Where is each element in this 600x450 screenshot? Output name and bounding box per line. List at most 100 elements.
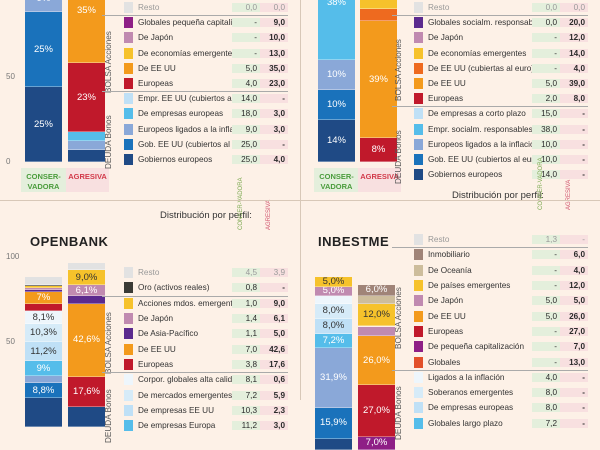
profile-tag-line: VADORA	[27, 182, 60, 191]
table-row: Europeas 4,0 23,0	[124, 76, 288, 91]
bar-segment	[358, 296, 395, 304]
row-label: Resto	[428, 3, 450, 13]
group-divider	[102, 15, 288, 17]
value-agresiva: 42,6	[260, 344, 288, 354]
bar-segment: 23%	[68, 63, 105, 132]
row-label: De Japón	[138, 33, 174, 43]
group-divider	[102, 91, 288, 93]
bar-segment: 25%	[25, 87, 62, 162]
distribution-title: Distribución por perfil:	[452, 190, 544, 201]
row-label: Resto	[428, 235, 450, 245]
color-swatch	[124, 2, 133, 14]
row-label: De países emergentes	[428, 281, 511, 291]
table-row: Europeas -27,0	[414, 324, 588, 339]
value-conservadora: 1,0	[232, 298, 260, 308]
value-conservadora: 8,1	[232, 375, 260, 385]
table-row: Oro (activos reales) 0,8-	[124, 280, 288, 295]
color-swatch	[124, 343, 133, 355]
value-agresiva: 5,9	[260, 390, 288, 400]
color-swatch	[124, 420, 133, 432]
value-conservadora: 10,0	[532, 155, 560, 165]
value-conservadora: 15,0	[532, 109, 560, 119]
color-swatch	[124, 358, 133, 370]
value-agresiva: -	[560, 235, 588, 245]
group-divider	[102, 372, 288, 374]
table-row: Ligados a la inflación 4,0-	[414, 370, 588, 385]
color-swatch	[124, 313, 133, 325]
color-swatch	[414, 356, 423, 368]
value-agresiva: 5,0	[260, 329, 288, 339]
table-row: Globales pequeña capitaliz. -9,0	[124, 15, 288, 30]
table-row: De Japón 1,4 6,1	[124, 311, 288, 326]
row-label: Inmobiliario	[428, 250, 470, 260]
value-conservadora: 7,2	[532, 418, 560, 428]
bar-segment: 7,0%	[358, 436, 395, 450]
bar-segment: 15,9%	[315, 408, 352, 439]
row-label: De EE UU	[138, 63, 176, 73]
color-swatch	[124, 32, 133, 44]
value-conservadora: -	[532, 281, 560, 291]
bar-segment	[25, 277, 62, 286]
value-conservadora: 8,0	[532, 403, 560, 413]
row-label: Europeas	[428, 326, 464, 336]
color-swatch	[124, 62, 133, 74]
bar-segment: 9%	[25, 0, 62, 12]
color-swatch	[124, 374, 133, 386]
color-swatch	[124, 138, 133, 150]
value-agresiva: 0,0	[260, 3, 288, 13]
group-label: BOLSA Acciones	[104, 311, 113, 374]
color-swatch	[414, 32, 423, 44]
bar-segment	[315, 438, 352, 450]
bar-segment	[358, 326, 395, 336]
value-conservadora: 11,2	[232, 421, 260, 431]
color-swatch	[124, 404, 133, 416]
bar-segment	[25, 290, 62, 293]
value-conservadora: 7,2	[232, 390, 260, 400]
value-agresiva: -	[260, 94, 288, 104]
row-label: Gob. EE UU (cubiertos al euro)	[428, 155, 532, 165]
value-conservadora: 1,3	[532, 235, 560, 245]
value-agresiva: -	[560, 170, 588, 180]
row-label: De EE UU	[138, 344, 176, 354]
row-label: Gobiernos europeos	[428, 170, 503, 180]
value-agresiva: 14,0	[560, 48, 588, 58]
value-agresiva: 35,0	[260, 63, 288, 73]
table-row: Gob. EE UU (cubiertos al euro)25,0-	[124, 137, 288, 152]
group-label: BOLSA Acciones	[104, 31, 113, 94]
table-row: De economías emergentes -13,0	[124, 46, 288, 61]
value-agresiva: 39,0	[560, 79, 588, 89]
chart-title: OPENBANK	[30, 234, 109, 249]
value-conservadora: -	[532, 265, 560, 275]
table-row: Resto 4,5 3,9	[124, 265, 288, 280]
bar-segment: 9%	[25, 361, 62, 377]
row-label: De EE UU	[428, 311, 466, 321]
value-agresiva: -	[560, 403, 588, 413]
value-agresiva: 13,0	[260, 48, 288, 58]
table-row: Globales socialm. responsables0,020,0	[414, 15, 588, 30]
group-label: DEUDA Bonos	[104, 388, 113, 443]
table-row: De Asia-Pacífico 1,1 5,0	[124, 326, 288, 341]
value-agresiva: -	[560, 372, 588, 382]
value-conservadora: -	[232, 48, 260, 58]
bar-segment: 17,6%	[68, 376, 105, 407]
value-agresiva: 3,9	[260, 268, 288, 278]
group-label: BOLSA Acciones	[394, 286, 403, 349]
value-agresiva: -	[560, 124, 588, 134]
value-conservadora: 3,8	[232, 359, 260, 369]
chart-title: INBESTME	[318, 234, 390, 249]
color-swatch	[414, 62, 423, 74]
value-agresiva: -	[560, 109, 588, 119]
table-row: Soberanos emergentes 8,0-	[414, 385, 588, 400]
row-label: De empresas Europa	[138, 421, 216, 431]
value-agresiva: 0,0	[560, 3, 588, 13]
color-swatch	[124, 282, 133, 294]
color-swatch	[414, 249, 423, 261]
value-conservadora: 0,0	[532, 3, 560, 13]
color-swatch	[124, 267, 133, 279]
row-label: De Japón	[428, 296, 464, 306]
bar-segment: 27,0%	[358, 385, 395, 437]
table-row: Resto 0,0 0,0	[414, 0, 588, 15]
bar-segment	[68, 141, 105, 150]
group-label: DEUDA Bonos	[104, 115, 113, 170]
bar-segment: 7,2%	[315, 334, 352, 348]
